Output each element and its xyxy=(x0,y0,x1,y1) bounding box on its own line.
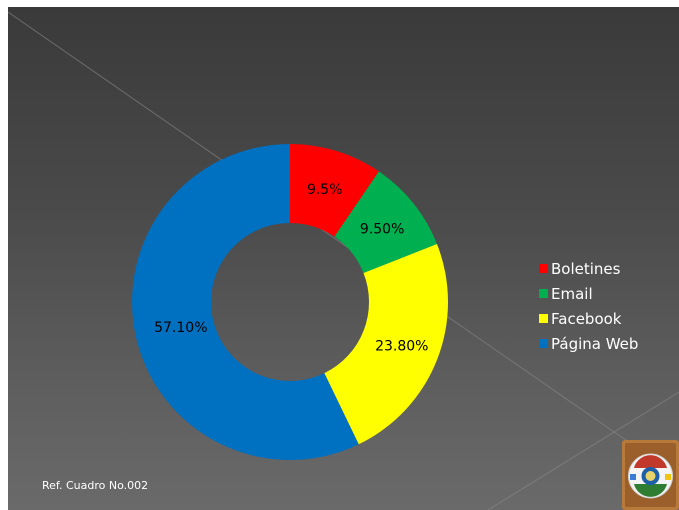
legend-label-facebook: Facebook xyxy=(551,309,622,328)
institution-seal-icon xyxy=(622,440,679,510)
slice-labels-group: 9.5% 9.50% 23.80% 57.10% xyxy=(154,182,428,354)
legend-item-boletines: Boletines xyxy=(539,256,638,281)
legend-label-email: Email xyxy=(551,284,593,303)
legend-label-boletines: Boletines xyxy=(551,259,621,278)
slice-label-facebook: 23.80% xyxy=(375,339,428,355)
legend-swatch-facebook xyxy=(539,314,548,323)
slices-group xyxy=(132,144,449,460)
slice-email xyxy=(334,171,437,274)
legend-swatch-email xyxy=(539,289,548,298)
chart-legend: Boletines Email Facebook Página Web xyxy=(539,256,638,356)
legend-label-pagina-web: Página Web xyxy=(551,334,639,353)
legend-swatch-pagina-web xyxy=(539,339,548,348)
slice-pagina-web xyxy=(132,144,359,460)
legend-item-pagina-web: Página Web xyxy=(539,331,638,356)
slice-label-boletines: 9.5% xyxy=(307,182,343,198)
slice-label-pagina-web: 57.10% xyxy=(154,320,207,336)
donut-chart: 9.5% 9.50% 23.80% 57.10% xyxy=(132,144,449,460)
legend-item-facebook: Facebook xyxy=(539,306,638,331)
background-decoration xyxy=(8,11,679,510)
slice-boletines xyxy=(290,144,379,237)
legend-swatch-boletines xyxy=(539,264,548,273)
slice-facebook xyxy=(324,244,449,445)
slide: 9.5% 9.50% 23.80% 57.10% Boletines Email Face… xyxy=(8,7,679,510)
legend-item-email: Email xyxy=(539,281,638,306)
reference-caption: Ref. Cuadro No.002 xyxy=(42,479,149,492)
slice-label-email: 9.50% xyxy=(360,221,404,237)
